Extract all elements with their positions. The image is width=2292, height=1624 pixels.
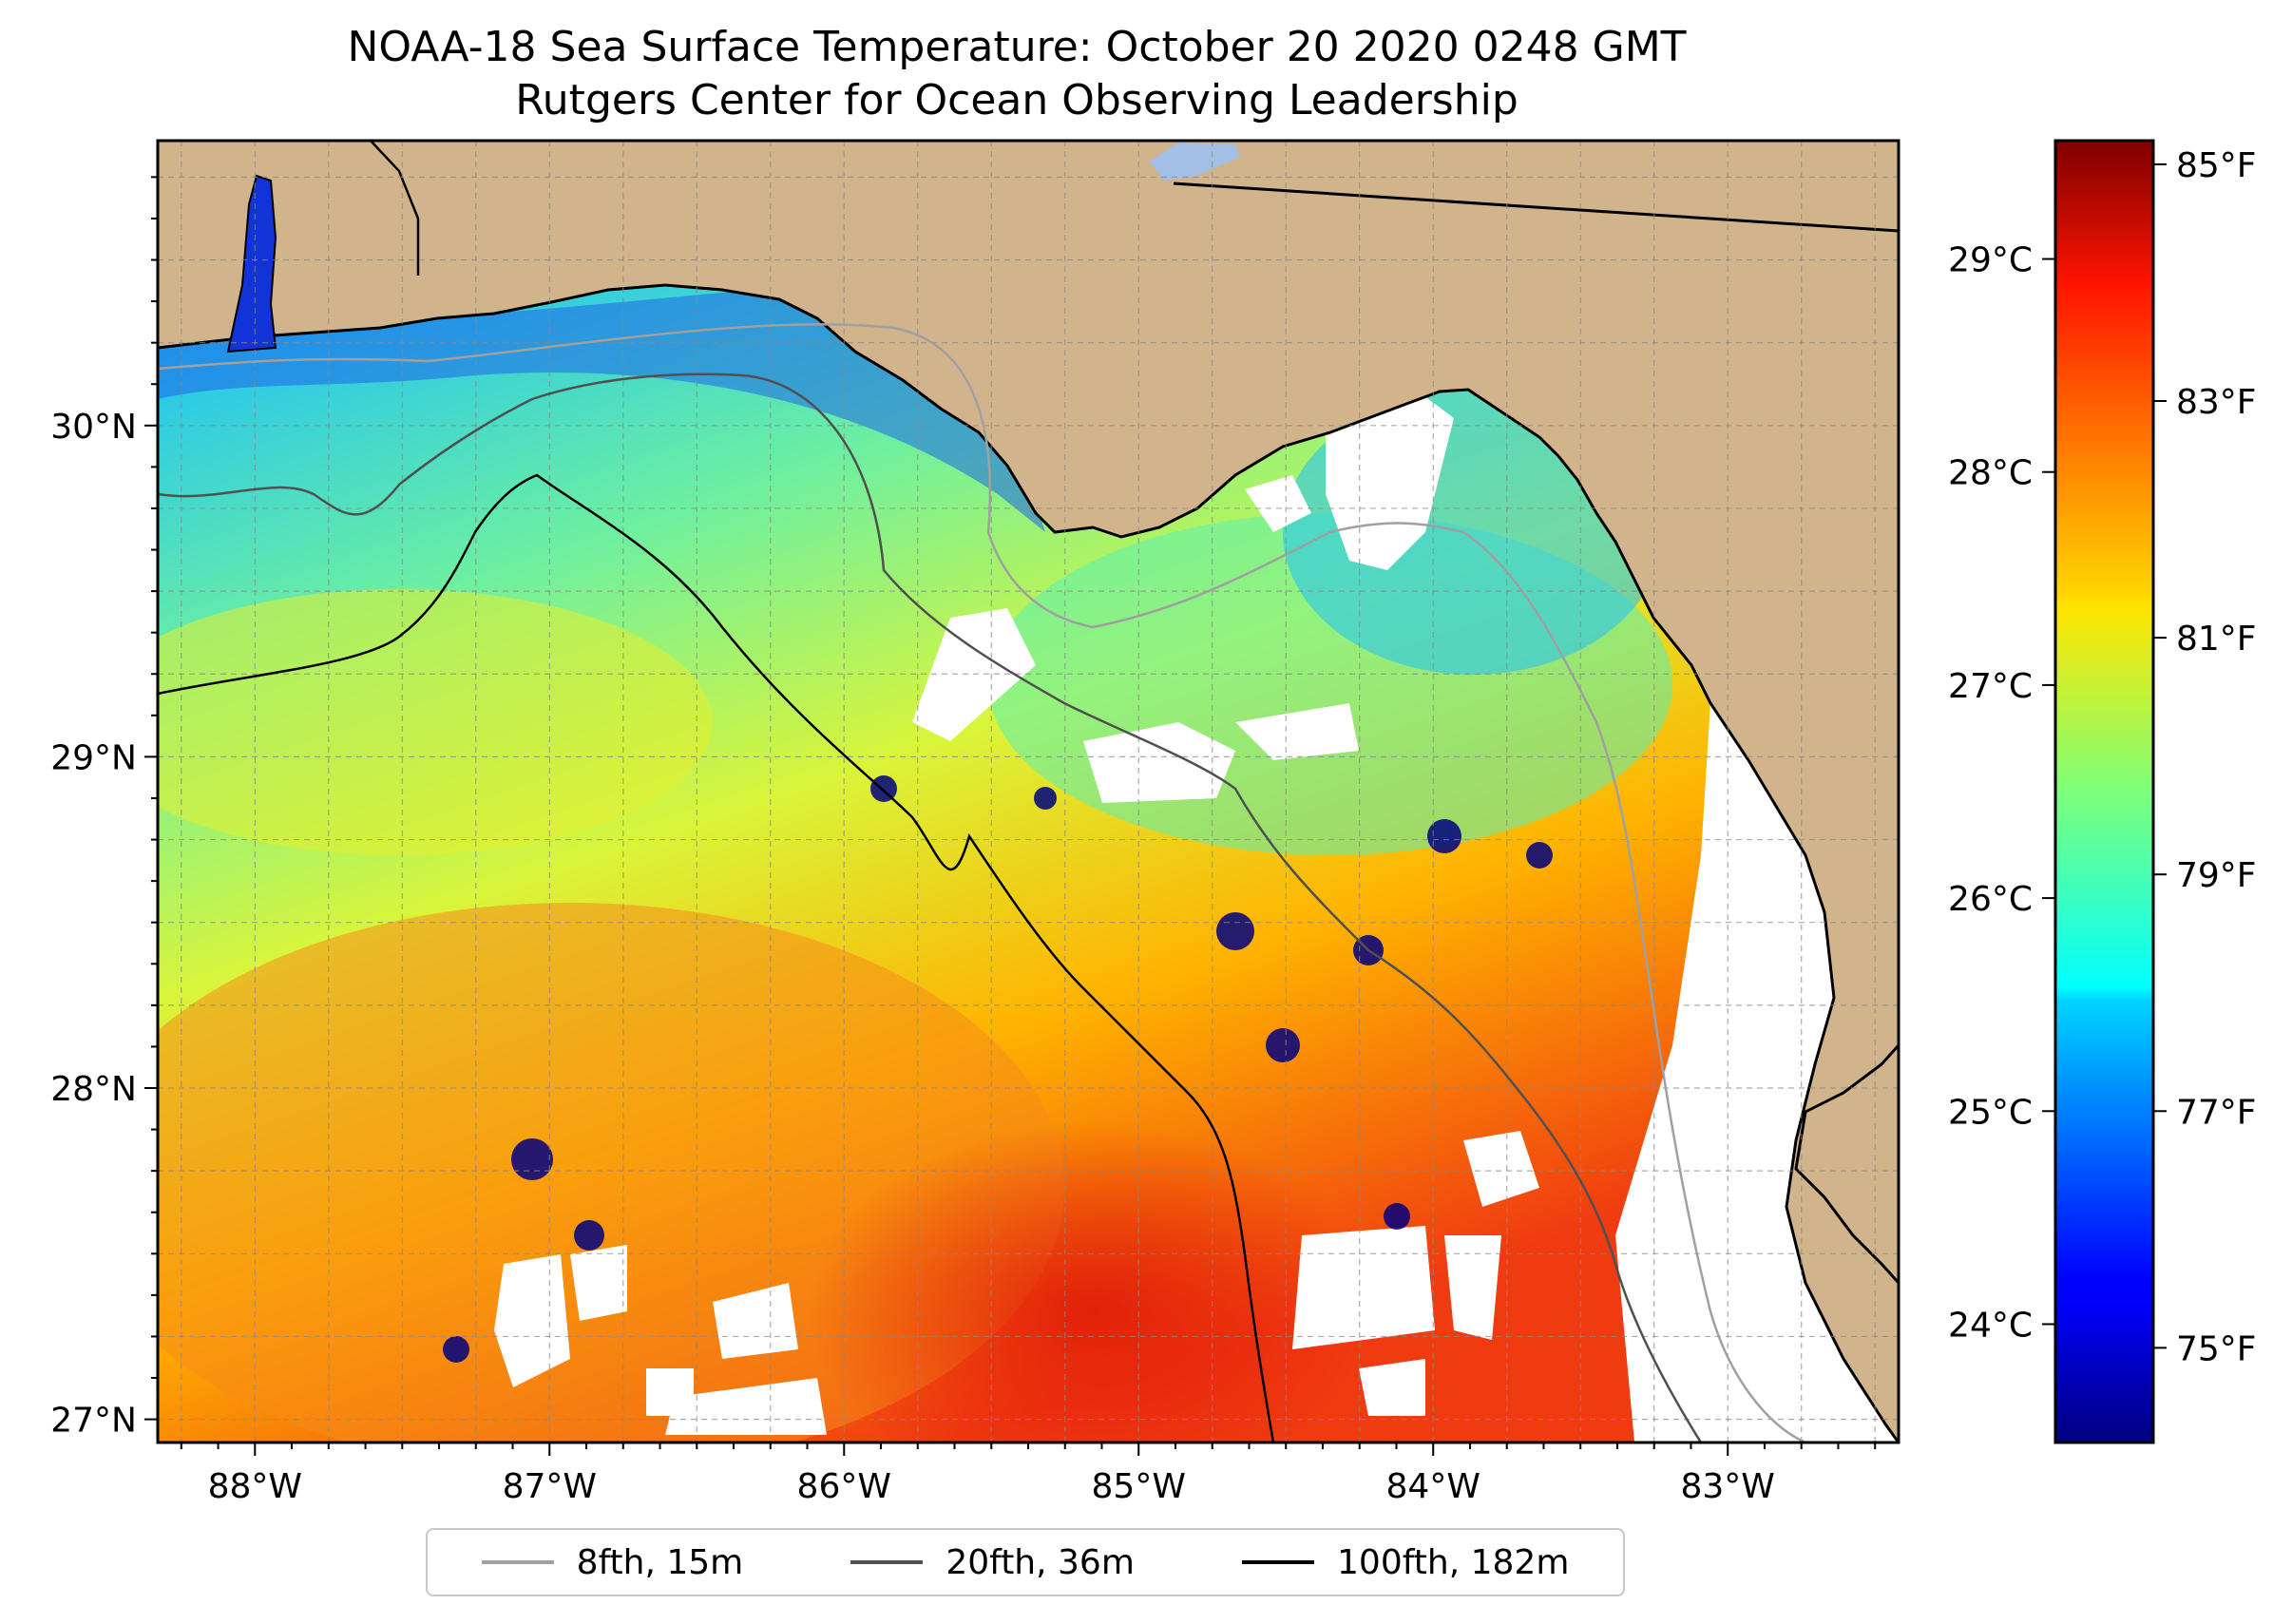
legend-swatch-8fth bbox=[481, 1560, 554, 1564]
cbar-f-label: 81°F bbox=[2176, 620, 2257, 659]
legend-label-100fth: 100fth, 182m bbox=[1337, 1542, 1570, 1582]
mobile-bay bbox=[226, 174, 277, 353]
legend-item-20fth: 20fth, 36m bbox=[850, 1543, 1135, 1582]
cold-speckle bbox=[443, 775, 1553, 1363]
lon-tick-label: 85°W bbox=[1092, 1467, 1186, 1506]
legend-item-100fth: 100fth, 182m bbox=[1242, 1543, 1569, 1582]
cbar-c-label: 26°C bbox=[1948, 880, 2033, 919]
cbar-c-label: 29°C bbox=[1948, 241, 2033, 280]
state-border-west bbox=[370, 141, 420, 276]
lat-tick-label: 30°N bbox=[50, 408, 137, 447]
legend-label-20fth: 20fth, 36m bbox=[945, 1542, 1135, 1582]
isobath-20fth bbox=[158, 373, 1703, 1442]
cbar-c-label: 24°C bbox=[1948, 1306, 2033, 1345]
cbar-f-label: 85°F bbox=[2176, 146, 2257, 185]
state-border bbox=[1173, 182, 1899, 233]
lon-tick-label: 83°W bbox=[1681, 1467, 1775, 1506]
cbar-c-label: 25°C bbox=[1948, 1093, 2033, 1132]
cbar-f-label: 83°F bbox=[2176, 383, 2257, 422]
colorbar bbox=[2053, 139, 2155, 1444]
lon-tick-label: 84°W bbox=[1386, 1467, 1480, 1506]
cold-coastal-band bbox=[158, 285, 1045, 532]
lat-tick-label: 28°N bbox=[50, 1070, 137, 1109]
lake bbox=[1150, 143, 1240, 181]
colorbar-fahrenheit-axis: 75°F 77°F 79°F 81°F 83°F 85°F bbox=[2153, 146, 2257, 1368]
land-peninsula bbox=[1794, 1042, 1899, 1286]
lon-tick-label: 88°W bbox=[208, 1467, 302, 1506]
lon-tick-label: 86°W bbox=[797, 1467, 891, 1506]
longitude-axis: 88°W 87°W 86°W 85°W 84°W 83°W bbox=[180, 1442, 1877, 1506]
warmest-region bbox=[808, 1121, 1378, 1442]
legend-label-8fth: 8fth, 15m bbox=[576, 1542, 744, 1582]
cbar-f-label: 77°F bbox=[2176, 1093, 2257, 1132]
cbar-c-label: 27°C bbox=[1948, 667, 2033, 706]
latitude-axis: 27°N 28°N 29°N 30°N bbox=[50, 176, 158, 1441]
colorbar-celsius-axis: 24°C 25°C 26°C 27°C 28°C 29°C bbox=[1948, 241, 2055, 1345]
cbar-f-label: 79°F bbox=[2176, 856, 2257, 895]
legend-swatch-20fth bbox=[850, 1560, 924, 1564]
isobath-100fth bbox=[158, 473, 1275, 1442]
cbar-f-label: 75°F bbox=[2176, 1329, 2257, 1368]
warm-tongue bbox=[158, 589, 713, 855]
chart-title: NOAA-18 Sea Surface Temperature: October… bbox=[347, 23, 1687, 71]
chart-subtitle: Rutgers Center for Ocean Observing Leade… bbox=[515, 76, 1518, 124]
lon-tick-label: 87°W bbox=[503, 1467, 597, 1506]
lat-tick-label: 29°N bbox=[50, 738, 137, 777]
cbar-c-label: 28°C bbox=[1948, 454, 2033, 493]
legend-swatch-100fth bbox=[1242, 1560, 1315, 1564]
lat-tick-label: 27°N bbox=[50, 1402, 137, 1441]
isobath-8fth bbox=[158, 323, 1806, 1442]
legend: 8fth, 15m 20fth, 36m 100fth, 182m bbox=[426, 1528, 1625, 1596]
legend-item-8fth: 8fth, 15m bbox=[481, 1542, 744, 1582]
